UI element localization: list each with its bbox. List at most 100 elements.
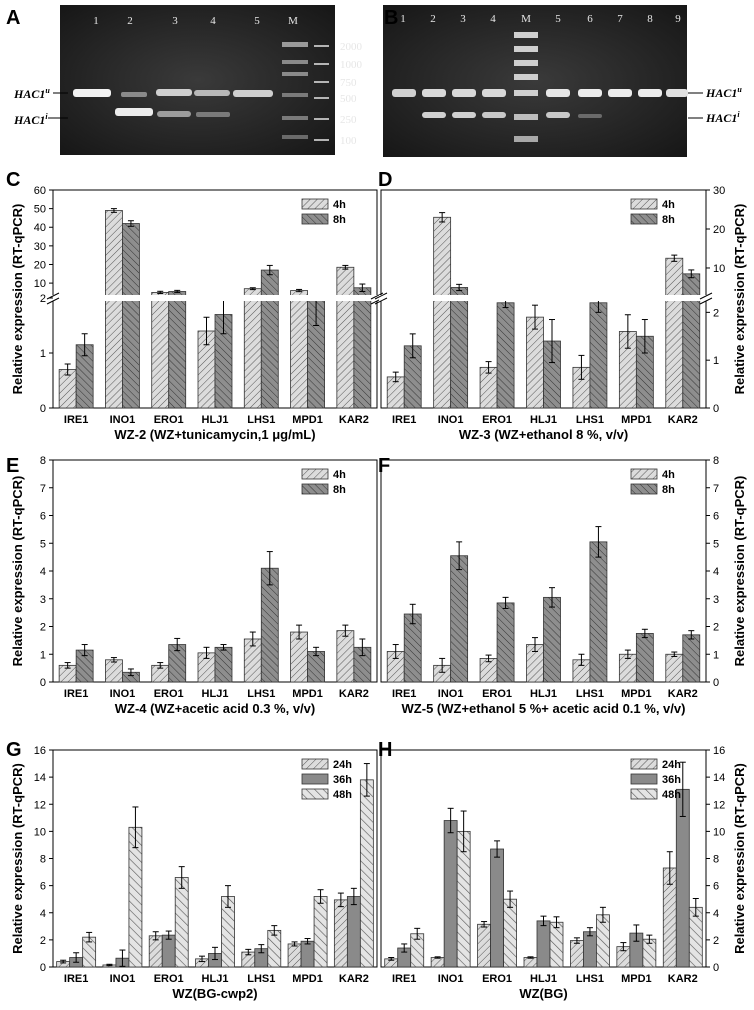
x-tick-label: INO1 <box>110 414 136 426</box>
error-bar <box>641 628 648 639</box>
legend-swatch <box>630 198 658 210</box>
x-tick-label: INO1 <box>110 973 136 985</box>
bar-36h-ino1 <box>443 820 458 968</box>
band <box>121 92 147 97</box>
bar-8h-hlj1 <box>543 596 561 683</box>
error-bar <box>578 653 585 666</box>
error-bar <box>409 333 416 359</box>
band <box>422 112 446 118</box>
gel-b-lane-4: 4 <box>490 13 496 25</box>
error-bar <box>456 541 463 571</box>
error-bar <box>266 551 273 586</box>
gel-a-lane-m: M <box>288 15 298 27</box>
error-bar <box>152 931 159 941</box>
marker-band <box>282 135 308 139</box>
bar-36h-mpd1 <box>300 940 315 968</box>
error-bar <box>258 944 265 954</box>
error-bar <box>203 316 210 346</box>
x-tick-label: MPD1 <box>621 414 652 426</box>
y-tick-label: 16 <box>713 745 725 757</box>
x-tick-label: INO1 <box>110 688 136 700</box>
x-tick-label: IRE1 <box>64 414 88 426</box>
error-bar <box>73 952 80 963</box>
x-tick-label: IRE1 <box>392 688 416 700</box>
error-bar <box>409 603 416 625</box>
legend-label: 24h <box>333 759 352 771</box>
error-bar <box>553 916 560 929</box>
legend-label: 4h <box>662 199 675 211</box>
y-tick-label: 0 <box>40 677 46 689</box>
gel-a-lane-2: 2 <box>127 15 133 27</box>
bar-8h-ino1 <box>450 287 469 409</box>
error-bar <box>359 638 366 657</box>
y-tick-label: 10 <box>713 826 725 838</box>
chart-g: IRE1 INO1 ERO1 HLJ1 LHS1 MPD1 KAR2 0 2 4 6 8 10 12 14 1… <box>10 745 378 1001</box>
bar-8h-lhs1 <box>260 269 279 409</box>
legend-swatch <box>301 788 329 800</box>
chart-h: IRE1 INO1 ERO1 HLJ1 LHS1 MPD1 KAR2 0 2 4 6 8 10 12 14 1… <box>380 745 747 1001</box>
error-bar <box>666 851 673 885</box>
error-bar <box>342 624 349 637</box>
y-axis-label: Relative expression (RT-qPCR) <box>10 204 25 395</box>
error-bar <box>157 662 164 669</box>
marker-band <box>282 42 308 47</box>
marker-band <box>514 90 538 96</box>
x-axis-label: WZ(BG) <box>519 986 567 1001</box>
y-tick-label: 0 <box>713 677 719 689</box>
legend-swatch <box>630 788 658 800</box>
panel-letter-g: G <box>6 739 22 761</box>
gel-a-lane-3: 3 <box>172 15 178 27</box>
band <box>196 112 230 117</box>
gel-b-lane-5: 5 <box>555 13 561 25</box>
y-tick-label: 6 <box>713 511 719 523</box>
error-bar <box>641 319 648 354</box>
error-bar <box>392 644 399 659</box>
x-tick-label: HLJ1 <box>202 688 229 700</box>
y-tick-label: 7 <box>713 483 719 495</box>
band <box>482 89 506 97</box>
y-tick-label: 5 <box>40 538 46 550</box>
panel-letter-f: F <box>378 455 390 477</box>
y-tick-label: 6 <box>40 881 46 893</box>
bar-4h-ino1 <box>105 210 123 409</box>
x-tick-label: LHS1 <box>576 688 604 700</box>
legend-label: 48h <box>662 789 681 801</box>
y-tick-label: 2 <box>713 622 719 634</box>
band <box>452 89 476 97</box>
error-bar <box>225 885 231 908</box>
x-tick-label: LHS1 <box>576 973 604 985</box>
error-bar <box>532 304 538 330</box>
error-bar <box>165 930 172 940</box>
marker-band <box>514 46 538 52</box>
marker-band <box>514 60 538 66</box>
legend-label: 48h <box>333 789 352 801</box>
axis-break <box>379 295 708 301</box>
legend-label: 8h <box>333 214 346 226</box>
error-bar <box>578 354 585 380</box>
bar-48h-ino1 <box>128 826 143 968</box>
x-tick-label: HLJ1 <box>530 414 557 426</box>
error-bar <box>119 949 126 967</box>
panel-letter-c: C <box>6 169 20 191</box>
band <box>194 90 230 96</box>
y-tick-label: 6 <box>40 511 46 523</box>
bar-8h-kar2 <box>682 634 701 683</box>
x-tick-label: ERO1 <box>154 688 184 700</box>
error-bar <box>502 596 509 609</box>
error-bar <box>317 889 324 904</box>
y-axis-label: Relative expression (RT-qPCR) <box>732 204 747 395</box>
error-bar <box>671 651 678 657</box>
error-bar <box>494 840 501 858</box>
x-tick-label: ERO1 <box>482 414 512 426</box>
band <box>666 89 688 97</box>
error-bar <box>595 526 602 558</box>
legend-label: 8h <box>662 214 675 226</box>
x-tick-label: KAR2 <box>339 414 369 426</box>
bar-36h-hlj1 <box>536 920 551 968</box>
bar-4h-ero1 <box>151 292 170 409</box>
legend-label: 8h <box>662 484 675 496</box>
marker-band <box>282 72 308 76</box>
legend-label: 36h <box>662 774 681 786</box>
error-bar <box>199 955 205 963</box>
error-bar <box>688 269 695 279</box>
